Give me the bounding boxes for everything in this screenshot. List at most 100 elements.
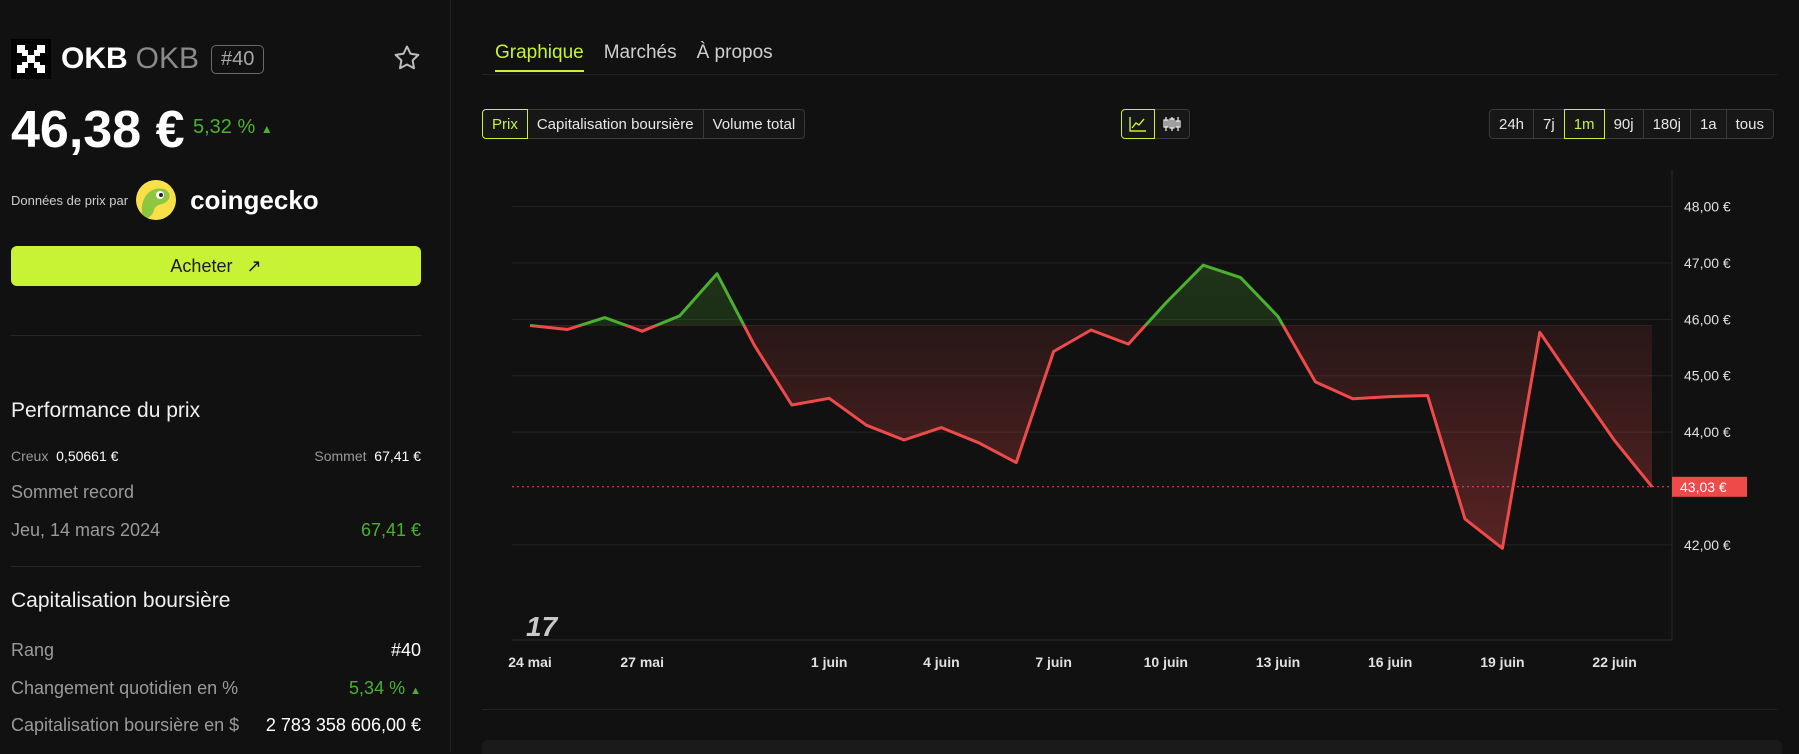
data-point <box>1014 461 1018 465</box>
data-point <box>1538 330 1542 334</box>
data-point <box>939 426 943 430</box>
low-value: 0,50661 € <box>56 448 119 464</box>
rank-row: Rang #40 <box>11 640 421 661</box>
x-tick-label: 19 juin <box>1480 654 1524 670</box>
range-24h-button[interactable]: 24h <box>1489 109 1535 139</box>
high-value: 67,41 € <box>374 448 421 464</box>
area-below-baseline <box>530 325 1652 549</box>
range-180d-button[interactable]: 180j <box>1642 109 1691 139</box>
chart-bottom-divider <box>482 709 1777 710</box>
metric-price-button[interactable]: Prix <box>482 109 528 139</box>
data-point <box>790 403 794 407</box>
chart-series-line <box>529 263 1654 550</box>
range-7d-button[interactable]: 7j <box>1533 109 1565 139</box>
y-tick-label: 47,00 € <box>1684 255 1731 271</box>
ath-date: Jeu, 14 mars 2024 <box>11 520 161 540</box>
buy-button[interactable]: Acheter ↗ <box>11 246 421 286</box>
data-point <box>977 441 981 445</box>
range-1y-button[interactable]: 1a <box>1689 109 1727 139</box>
data-point <box>752 343 756 347</box>
candlestick-icon <box>1163 117 1181 131</box>
data-point <box>640 329 644 333</box>
view-tabs: Graphique Marchés À propos <box>495 42 773 72</box>
metric-market-cap-button[interactable]: Capitalisation boursière <box>526 109 704 139</box>
data-point <box>1463 517 1467 521</box>
metric-volume-button[interactable]: Volume total <box>702 109 806 139</box>
data-point <box>603 316 607 320</box>
y-axis: 42,00 € 44,00 € 45,00 € 46,00 € 47,00 € 48,00… <box>1684 199 1731 553</box>
provider-name: coingecko <box>190 184 319 215</box>
data-point <box>1500 546 1504 550</box>
divider <box>11 335 421 336</box>
series-line-down <box>529 325 1654 550</box>
data-point <box>1388 395 1392 399</box>
data-point <box>528 324 532 328</box>
low-label: Creux <box>11 448 49 464</box>
metric-selector: Prix Capitalisation boursière Volume tot… <box>482 109 806 139</box>
divider <box>11 566 421 567</box>
ath-label-row: Sommet record <box>11 482 421 503</box>
favorite-star-icon[interactable] <box>392 43 422 73</box>
price-provider: Données de prix par coingecko <box>11 180 319 220</box>
performance-title: Performance du prix <box>11 399 201 422</box>
y-tick-label: 42,00 € <box>1684 537 1731 553</box>
daily-change-value: 5,34 % <box>349 678 406 698</box>
range-90d-button[interactable]: 90j <box>1603 109 1644 139</box>
y-tick-label: 45,00 € <box>1684 368 1731 384</box>
price-change: 5,32 % ▲ <box>193 116 273 139</box>
tab-chart[interactable]: Graphique <box>495 42 584 72</box>
chart-fills <box>530 265 1652 549</box>
data-point <box>827 396 831 400</box>
data-point <box>1575 385 1579 389</box>
y-tick-label: 46,00 € <box>1684 311 1731 327</box>
range-1m-button[interactable]: 1m <box>1563 109 1605 139</box>
data-point <box>1201 263 1205 267</box>
tabs-divider <box>482 74 1777 75</box>
coin-symbol: OKB <box>135 42 200 75</box>
tab-markets[interactable]: Marchés <box>603 42 677 63</box>
rank-label: Rang <box>11 640 55 660</box>
data-point <box>1313 380 1317 384</box>
low-high-row: Creux 0,50661 € Sommet 67,41 € <box>11 448 421 464</box>
time-range-selector: 24h 7j 1m 90j 180j 1a tous <box>1489 109 1774 139</box>
coin-name: OKB <box>61 42 128 75</box>
data-point <box>678 314 682 318</box>
data-point <box>1613 439 1617 443</box>
up-arrow-icon: ▲ <box>260 122 273 136</box>
up-arrow-icon: ▲ <box>410 685 421 697</box>
price-chart[interactable]: 42,00 € 44,00 € 45,00 € 46,00 € 47,00 € 48,00… <box>482 170 1782 700</box>
usd-cap-value: 2 783 358 606,00 € <box>265 715 421 735</box>
ath-value: 67,41 € <box>360 520 421 540</box>
range-all-button[interactable]: tous <box>1725 109 1774 139</box>
next-section-bar <box>482 740 1782 754</box>
market-cap-title: Capitalisation boursière <box>11 589 231 612</box>
rank-badge: #40 <box>211 44 265 74</box>
x-tick-label: 16 juin <box>1368 654 1412 670</box>
ath-label: Sommet record <box>11 482 135 502</box>
data-point <box>1426 393 1430 397</box>
tradingview-watermark-icon: 17 <box>526 611 559 642</box>
usd-cap-row: Capitalisation boursière en $ 2 783 358 … <box>11 715 421 736</box>
x-tick-label: 27 mai <box>620 654 664 670</box>
current-price-marker: 43,03 € <box>512 476 1747 497</box>
current-price-badge <box>1672 476 1747 497</box>
price-chart-svg[interactable]: 42,00 € 44,00 € 45,00 € 46,00 € 47,00 € 48,00… <box>482 170 1782 700</box>
x-tick-label: 24 mai <box>508 654 552 670</box>
coingecko-logo-icon <box>136 180 177 220</box>
data-point <box>1239 276 1243 280</box>
line-chart-button[interactable] <box>1121 109 1155 139</box>
x-axis: 24 mai 27 mai 1 juin 4 juin 7 juin 10 juin 13 … <box>508 654 1637 670</box>
coin-sidebar: OKB OKB #40 46,38 € 5,32 % ▲ Données de … <box>0 0 451 752</box>
data-point <box>1351 397 1355 401</box>
tab-about[interactable]: À propos <box>696 42 773 63</box>
watermark-text: 17 <box>526 611 559 642</box>
current-price: 46,38 € <box>11 101 185 159</box>
data-point <box>865 423 869 427</box>
data-point <box>715 272 719 276</box>
candlestick-button[interactable] <box>1154 109 1190 139</box>
x-tick-label: 1 juin <box>811 654 848 670</box>
line-chart-icon <box>1129 117 1146 132</box>
daily-change-row: Changement quotidien en % 5,34 % ▲ <box>11 678 421 699</box>
buy-button-label: Acheter <box>170 255 233 276</box>
x-tick-label: 7 juin <box>1035 654 1072 670</box>
